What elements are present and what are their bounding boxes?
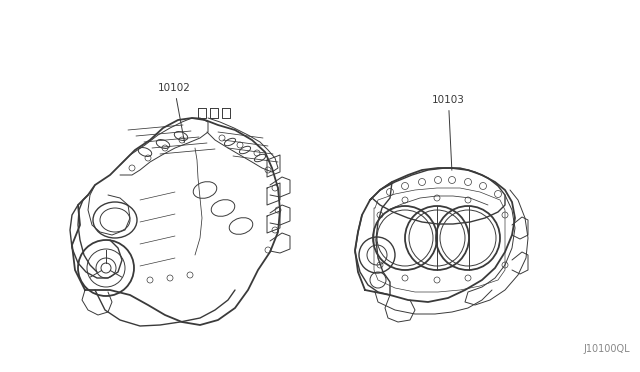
Text: 10102: 10102	[158, 83, 191, 142]
Text: J10100QL: J10100QL	[584, 344, 630, 354]
Text: 10103: 10103	[432, 95, 465, 170]
